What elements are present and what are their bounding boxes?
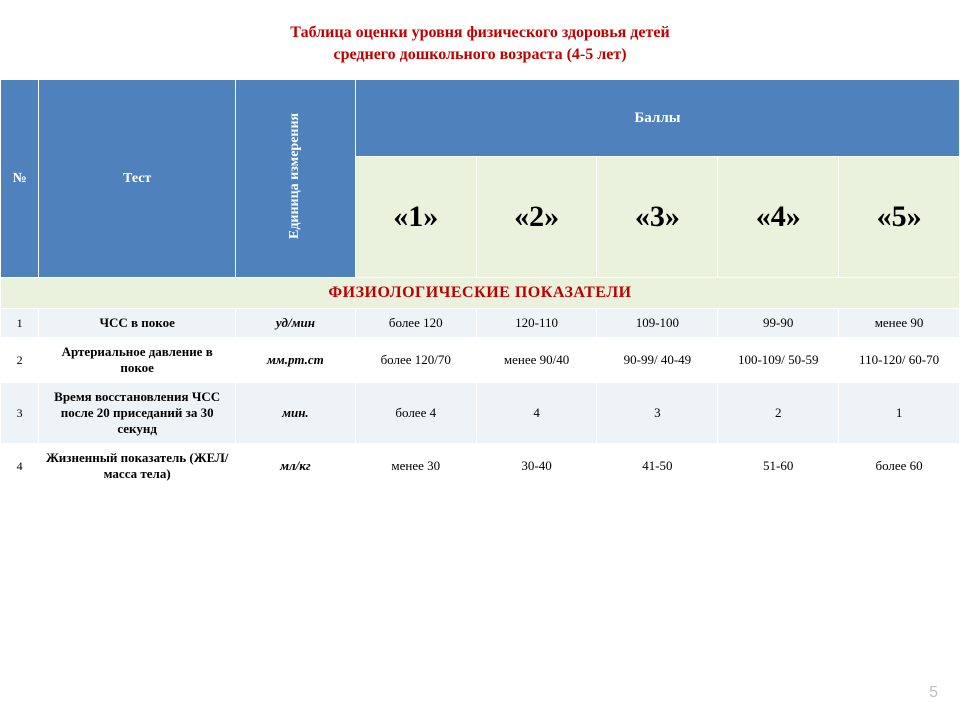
row-num: 1 [1, 309, 39, 338]
header-score-3: «3» [597, 157, 718, 278]
row-val: более 120/70 [355, 338, 476, 383]
row-val: менее 30 [355, 444, 476, 489]
row-val: более 120 [355, 309, 476, 338]
row-val: 100-109/ 50-59 [718, 338, 839, 383]
assessment-table: № Тест Единица измерения Баллы «1» «2» «… [0, 79, 960, 489]
table-row: 1 ЧСС в покое уд/мин более 120 120-110 1… [1, 309, 960, 338]
header-scores-title: Баллы [355, 80, 959, 157]
title-line-1: Таблица оценки уровня физического здоров… [290, 24, 669, 41]
row-test: Время восстановления ЧСС после 20 присед… [39, 383, 236, 444]
row-unit: уд/мин [235, 309, 355, 338]
header-num: № [1, 80, 39, 278]
header-score-2: «2» [476, 157, 597, 278]
row-test: Жизненный показатель (ЖЕЛ/масса тела) [39, 444, 236, 489]
row-val: более 4 [355, 383, 476, 444]
row-val: 3 [597, 383, 718, 444]
row-val: 2 [718, 383, 839, 444]
row-val: 41-50 [597, 444, 718, 489]
row-val: 110-120/ 60-70 [839, 338, 960, 383]
header-score-5: «5» [839, 157, 960, 278]
row-val: более 60 [839, 444, 960, 489]
table-row: 3 Время восстановления ЧСС после 20 прис… [1, 383, 960, 444]
header-score-4: «4» [718, 157, 839, 278]
row-val: 1 [839, 383, 960, 444]
row-test: ЧСС в покое [39, 309, 236, 338]
header-score-1: «1» [355, 157, 476, 278]
row-val: 90-99/ 40-49 [597, 338, 718, 383]
title-line-2: среднего дошкольного возраста (4-5 лет) [333, 46, 626, 63]
table-row: 4 Жизненный показатель (ЖЕЛ/масса тела) … [1, 444, 960, 489]
row-val: 30-40 [476, 444, 597, 489]
row-unit: мин. [235, 383, 355, 444]
row-val: 99-90 [718, 309, 839, 338]
row-val: 120-110 [476, 309, 597, 338]
row-unit: мл/кг [235, 444, 355, 489]
header-unit-label: Единица измерения [287, 86, 303, 266]
page-title: Таблица оценки уровня физического здоров… [0, 0, 960, 79]
row-unit: мм.рт.ст [235, 338, 355, 383]
row-val: 51-60 [718, 444, 839, 489]
header-unit: Единица измерения [235, 80, 355, 278]
row-num: 2 [1, 338, 39, 383]
table-row: 2 Артериальное давление в покое мм.рт.ст… [1, 338, 960, 383]
row-num: 4 [1, 444, 39, 489]
section-header: ФИЗИОЛОГИЧЕСКИЕ ПОКАЗАТЕЛИ [1, 278, 960, 309]
row-val: менее 90/40 [476, 338, 597, 383]
header-test: Тест [39, 80, 236, 278]
row-val: 4 [476, 383, 597, 444]
row-test: Артериальное давление в покое [39, 338, 236, 383]
row-val: менее 90 [839, 309, 960, 338]
row-num: 3 [1, 383, 39, 444]
row-val: 109-100 [597, 309, 718, 338]
page-number: 5 [929, 684, 938, 702]
